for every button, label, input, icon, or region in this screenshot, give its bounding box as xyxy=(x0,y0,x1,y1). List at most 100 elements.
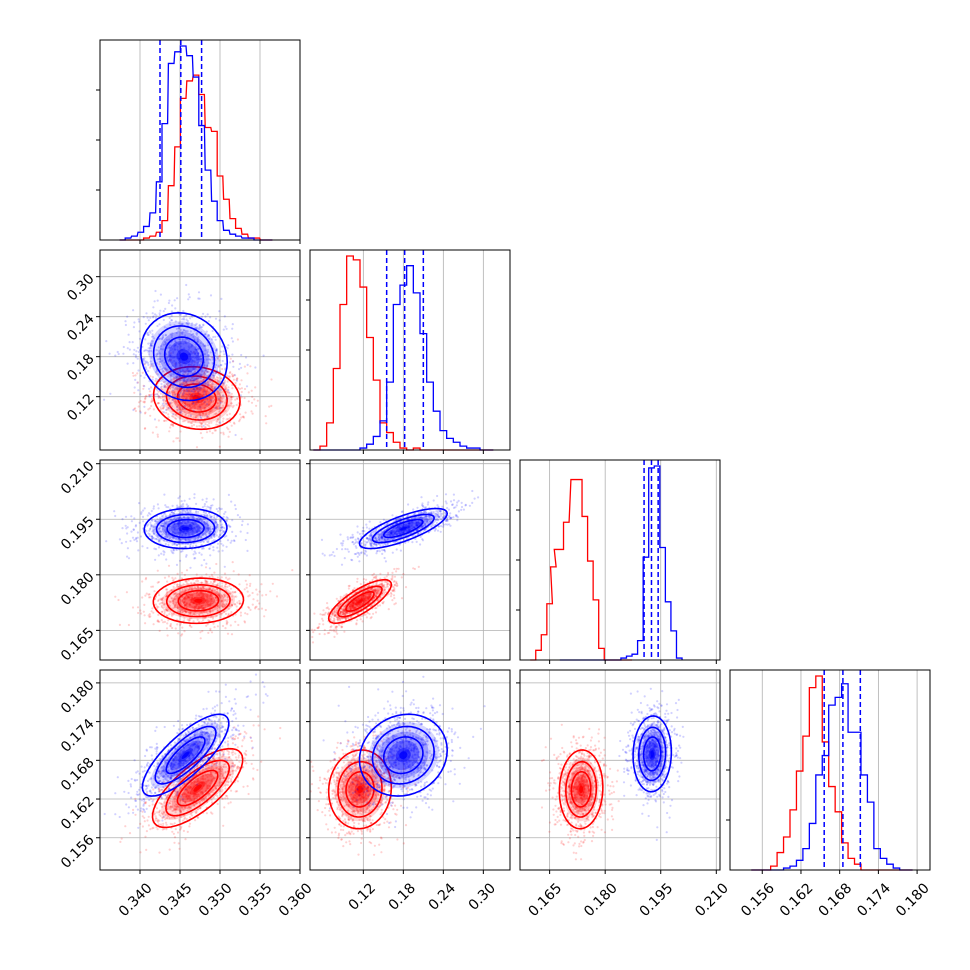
scatter-point xyxy=(161,601,164,605)
scatter-point xyxy=(220,507,223,510)
scatter-point xyxy=(170,589,173,592)
scatter-point xyxy=(159,524,162,527)
scatter-point xyxy=(238,383,241,386)
scatter-point xyxy=(168,352,171,355)
scatter-point xyxy=(196,586,200,589)
scatter-point xyxy=(169,518,172,521)
scatter-point xyxy=(162,381,166,384)
scatter-point xyxy=(353,600,356,603)
scatter-point xyxy=(135,536,138,540)
scatter-point xyxy=(173,377,176,380)
scatter-point xyxy=(221,605,225,608)
scatter-point xyxy=(165,558,168,561)
scatter-point xyxy=(185,396,188,399)
scatter-point xyxy=(226,517,229,520)
scatter-point xyxy=(147,331,150,334)
scatter-point xyxy=(176,297,179,300)
scatter-point xyxy=(196,339,199,342)
scatter-point xyxy=(178,343,181,346)
scatter-point xyxy=(318,632,321,636)
scatter-point xyxy=(251,395,254,398)
scatter-point xyxy=(171,356,174,359)
scatter-point xyxy=(189,524,192,527)
scatter-point xyxy=(206,381,209,384)
scatter-point xyxy=(316,626,319,630)
scatter-point xyxy=(154,371,157,374)
scatter-point xyxy=(198,551,201,555)
scatter-point xyxy=(189,593,192,597)
scatter-point xyxy=(216,584,219,587)
scatter-point xyxy=(188,360,191,364)
scatter-point xyxy=(139,535,143,538)
scatter-point xyxy=(156,393,159,396)
scatter-point xyxy=(209,316,212,319)
scatter-point xyxy=(201,422,204,425)
scatter-point xyxy=(155,353,158,356)
scatter-point xyxy=(207,384,210,387)
scatter-point xyxy=(163,522,166,525)
scatter-point xyxy=(392,585,395,589)
scatter-point xyxy=(155,538,158,541)
scatter-point xyxy=(183,315,186,318)
scatter-point xyxy=(196,354,199,357)
scatter-point xyxy=(231,590,234,594)
scatter-point xyxy=(209,378,212,381)
scatter-point xyxy=(182,516,185,519)
scatter-point xyxy=(212,549,215,552)
scatter-point xyxy=(187,353,190,356)
scatter-point xyxy=(196,526,199,529)
scatter-point xyxy=(222,404,225,407)
scatter-point xyxy=(182,362,186,365)
scatter-point xyxy=(195,511,198,514)
scatter-point xyxy=(219,616,222,619)
x-tick-label: 0.162 xyxy=(777,880,817,920)
scatter-point xyxy=(174,340,177,343)
scatter-point xyxy=(395,570,398,573)
scatter-point xyxy=(188,405,191,408)
scatter-point xyxy=(152,532,155,535)
scatter-point xyxy=(393,588,396,591)
scatter-point xyxy=(157,520,160,523)
scatter-point xyxy=(189,390,192,393)
scatter-point xyxy=(180,634,183,637)
scatter-point xyxy=(188,618,191,621)
scatter-point xyxy=(204,533,207,536)
scatter-point xyxy=(311,641,315,644)
scatter-point xyxy=(202,607,205,610)
scatter-point xyxy=(206,520,209,523)
scatter-point xyxy=(162,404,165,407)
scatter-point xyxy=(206,313,209,316)
scatter-point xyxy=(183,419,186,423)
scatter-point xyxy=(232,404,235,407)
scatter-point xyxy=(317,627,320,630)
scatter-point xyxy=(213,535,216,538)
scatter-point xyxy=(158,539,162,542)
scatter-point xyxy=(323,628,326,632)
scatter-point xyxy=(359,582,362,586)
scatter-point xyxy=(144,622,147,625)
scatter-point xyxy=(187,421,190,424)
scatter-point xyxy=(221,624,225,628)
scatter-point xyxy=(214,519,217,522)
scatter-point xyxy=(239,413,242,416)
scatter-point xyxy=(193,368,196,371)
scatter-point xyxy=(179,408,182,411)
scatter-point xyxy=(239,611,242,614)
scatter-point xyxy=(222,603,226,606)
scatter-point xyxy=(359,618,362,621)
scatter-point xyxy=(124,515,128,518)
scatter-point xyxy=(189,612,192,616)
scatter-point xyxy=(200,581,203,584)
scatter-point xyxy=(208,605,211,608)
scatter-point xyxy=(189,604,192,607)
scatter-point xyxy=(240,396,243,399)
contour-line-a xyxy=(155,513,216,544)
scatter-point xyxy=(166,356,170,359)
scatter-point xyxy=(184,402,187,405)
scatter-point xyxy=(158,629,161,633)
scatter-point xyxy=(190,390,193,393)
scatter-point xyxy=(190,377,193,380)
scatter-point xyxy=(219,524,223,527)
scatter-point xyxy=(204,592,207,596)
scatter-point xyxy=(210,597,213,600)
